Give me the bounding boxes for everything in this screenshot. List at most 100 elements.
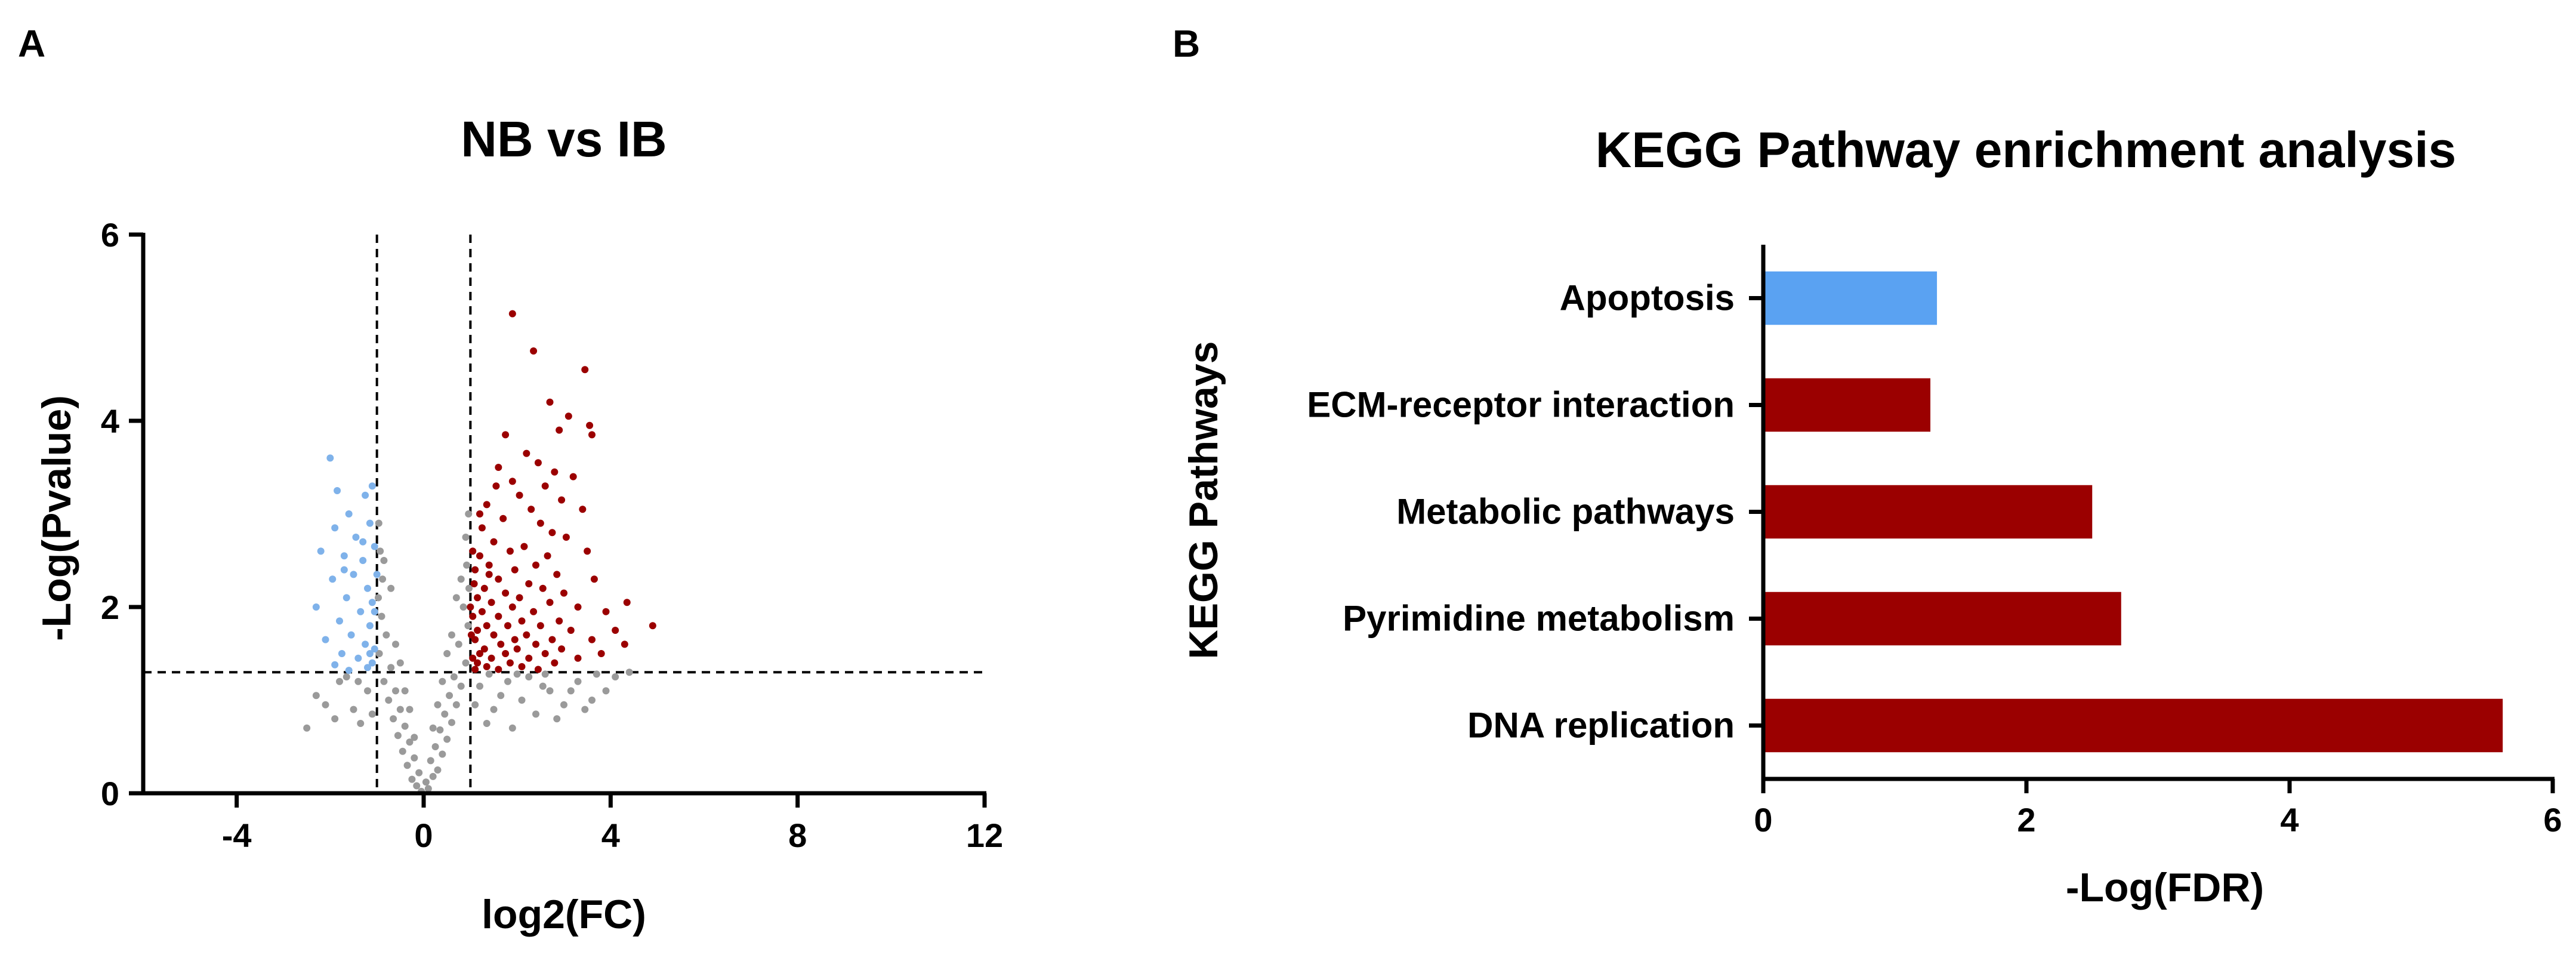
volcano-point-down xyxy=(340,566,348,574)
volcano-point-not-significant xyxy=(377,547,384,555)
volcano-point-not-significant xyxy=(357,720,365,727)
volcano-point-not-significant xyxy=(532,710,539,718)
volcano-point-up xyxy=(567,627,575,634)
volcano-point-up xyxy=(534,459,542,467)
volcano-point-down xyxy=(368,599,376,606)
volcano-point-not-significant xyxy=(408,775,416,783)
volcano-point-up xyxy=(495,464,502,471)
volcano-point-not-significant xyxy=(471,701,479,709)
volcano-point-up xyxy=(476,650,483,657)
volcano-x-tick-label: 8 xyxy=(788,817,807,854)
volcano-point-not-significant xyxy=(424,785,432,793)
volcano-point-not-significant xyxy=(443,735,451,743)
volcano-point-not-significant xyxy=(485,670,493,678)
volcano-point-not-significant xyxy=(368,710,376,718)
volcano-point-not-significant xyxy=(375,650,383,657)
volcano-point-up xyxy=(544,552,551,560)
volcano-point-down xyxy=(362,491,369,499)
volcano-point-down xyxy=(322,636,329,643)
volcano-point-up xyxy=(483,622,490,630)
volcano-point-not-significant xyxy=(322,701,329,709)
volcano-point-not-significant xyxy=(399,747,406,755)
volcano-point-up xyxy=(579,506,587,513)
volcano-point-not-significant xyxy=(439,750,446,758)
volcano-point-down xyxy=(343,594,350,602)
volcano-point-up xyxy=(476,552,483,560)
volcano-point-up xyxy=(485,561,493,569)
volcano-point-up xyxy=(511,636,519,643)
volcano-point-up xyxy=(548,529,556,537)
volcano-point-up xyxy=(532,640,539,648)
volcano-point-not-significant xyxy=(541,670,549,678)
volcano-point-not-significant xyxy=(387,664,395,671)
kegg-bar-chart: KEGG Pathway enrichment analysis KEGG Pa… xyxy=(1181,122,2562,910)
kegg-bar xyxy=(1763,378,1931,432)
volcano-point-not-significant xyxy=(567,687,575,695)
volcano-point-up xyxy=(581,366,589,374)
volcano-point-not-significant xyxy=(303,724,311,732)
volcano-point-up xyxy=(476,510,483,517)
volcano-point-not-significant xyxy=(392,687,399,695)
volcano-point-not-significant xyxy=(401,687,409,695)
volcano-point-up xyxy=(506,547,514,555)
volcano-point-not-significant xyxy=(343,673,350,680)
volcano-point-up xyxy=(574,603,582,611)
volcano-point-up xyxy=(541,482,549,490)
volcano-point-not-significant xyxy=(518,697,526,704)
volcano-point-down xyxy=(359,538,367,546)
volcano-point-up xyxy=(478,608,486,615)
volcano-point-up xyxy=(497,640,505,648)
volcano-point-up xyxy=(467,631,475,639)
volcano-x-tick-label: 12 xyxy=(966,817,1003,854)
volcano-point-up xyxy=(588,431,596,439)
volcano-point-down xyxy=(331,661,339,669)
volcano-point-up xyxy=(536,519,544,527)
volcano-point-up xyxy=(553,571,561,578)
volcano-point-not-significant xyxy=(452,701,460,709)
kegg-title: KEGG Pathway enrichment analysis xyxy=(1596,122,2457,178)
volcano-point-up xyxy=(495,612,502,620)
volcano-point-up xyxy=(588,636,596,643)
volcano-point-up xyxy=(523,631,530,639)
volcano-point-not-significant xyxy=(593,670,600,678)
volcano-point-not-significant xyxy=(439,677,446,685)
volcano-point-not-significant xyxy=(380,557,388,564)
volcano-point-up xyxy=(480,645,488,653)
volcano-point-up xyxy=(590,575,598,583)
volcano-point-not-significant xyxy=(508,724,516,732)
volcano-point-down xyxy=(347,631,355,639)
volcano-point-not-significant xyxy=(448,631,455,639)
volcano-point-up xyxy=(518,617,526,625)
volcano-point-up xyxy=(467,603,474,611)
volcano-point-not-significant xyxy=(436,726,444,734)
volcano-point-not-significant xyxy=(462,659,470,667)
volcano-point-up xyxy=(471,666,479,673)
volcano-point-up xyxy=(556,617,563,625)
volcano-point-up xyxy=(490,631,498,639)
volcano-point-up xyxy=(560,589,567,597)
volcano-point-up xyxy=(488,654,495,662)
volcano-point-up xyxy=(527,506,535,513)
volcano-x-tick-label: -4 xyxy=(222,817,252,854)
volcano-point-not-significant xyxy=(380,677,388,685)
volcano-point-not-significant xyxy=(581,706,589,713)
volcano-point-up xyxy=(525,654,533,662)
volcano-point-not-significant xyxy=(394,732,402,740)
volcano-point-up xyxy=(523,449,530,457)
volcano-point-up xyxy=(511,566,519,574)
volcano-point-not-significant xyxy=(406,706,414,713)
volcano-point-not-significant xyxy=(539,682,547,690)
volcano-point-down xyxy=(354,654,362,662)
volcano-point-not-significant xyxy=(446,692,454,700)
volcano-point-not-significant xyxy=(413,782,421,790)
volcano-point-not-significant xyxy=(390,715,397,723)
volcano-point-not-significant xyxy=(450,673,458,680)
volcano-point-up xyxy=(649,622,656,630)
volcano-x-tick-label: 0 xyxy=(414,817,433,854)
volcano-point-down xyxy=(352,534,360,541)
volcano-point-up xyxy=(558,645,566,653)
kegg-bar xyxy=(1763,698,2503,753)
volcano-point-up xyxy=(597,650,605,657)
volcano-point-not-significant xyxy=(574,677,582,685)
volcano-point-up xyxy=(513,645,521,653)
